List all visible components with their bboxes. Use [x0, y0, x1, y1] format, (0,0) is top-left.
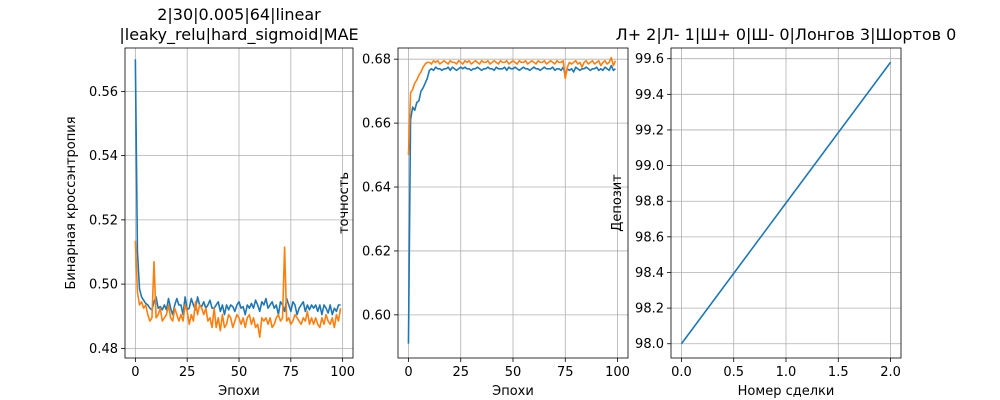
chart-2-xlabel: Эпохи — [492, 384, 534, 399]
chart-1-plot: 0 25 50 75 100 0.48 0.50 0.52 0.54 0.56 Эпохи Бинар… — [64, 47, 355, 399]
chart-1-title-line2: |leaky_relu|hard_sigmoid|MAE — [119, 25, 358, 45]
chart-2-xtick-label: 25 — [452, 365, 469, 380]
chart-1: 2|30|0.005|64|linear |leaky_relu|hard_si… — [64, 5, 359, 399]
chart-2-ytick-label: 0.62 — [362, 244, 391, 259]
chart-3-xtick-label: 0.0 — [671, 365, 692, 380]
chart-2: 0 25 50 75 100 0.60 0.62 0.64 0.66 0.68 Эпохи точно… — [337, 47, 630, 399]
chart-2-xtick-label: 50 — [505, 365, 522, 380]
chart-3-ytick-label: 98.6 — [635, 230, 664, 245]
chart-1-xtick-label: 50 — [231, 365, 248, 380]
chart-3-ytick-label: 99.0 — [635, 159, 664, 174]
chart-3-ytick-label: 98.0 — [635, 337, 664, 352]
chart-3-xtick-label: 0.5 — [723, 365, 744, 380]
chart-1-ytick-label: 0.56 — [89, 85, 118, 100]
chart-1-xtick-label: 75 — [283, 365, 300, 380]
chart-1-xtick-label: 100 — [330, 365, 355, 380]
chart-3-ytick-label: 98.2 — [635, 302, 664, 317]
chart-3-ylabel: Депозит — [610, 174, 625, 232]
chart-1-ytick-label: 0.48 — [89, 342, 118, 357]
chart-1-ytick-label: 0.50 — [89, 278, 118, 293]
chart-3-ytick-label: 99.4 — [635, 88, 664, 103]
chart-1-ytick-label: 0.54 — [89, 149, 118, 164]
chart-3-xtick-label: 1.0 — [776, 365, 797, 380]
chart-2-xtick-label: 75 — [557, 365, 574, 380]
chart-2-ytick-label: 0.66 — [362, 117, 391, 132]
chart-3-title: Л+ 2|Л- 1|Ш+ 0|Ш- 0|Лонгов 3|Шортов 0 — [616, 25, 957, 44]
chart-2-xtick-label: 0 — [404, 365, 412, 380]
chart-1-xtick-label: 0 — [131, 365, 139, 380]
chart-3-ytick-label: 98.8 — [635, 195, 664, 210]
chart-2-ytick-label: 0.60 — [362, 308, 391, 323]
chart-1-xlabel: Эпохи — [218, 384, 260, 399]
chart-2-plot: 0 25 50 75 100 0.60 0.62 0.64 0.66 0.68 Эпохи точно… — [337, 47, 630, 399]
chart-3-xtick-label: 1.5 — [828, 365, 849, 380]
chart-2-series-1-line — [407, 64, 616, 344]
chart-3: Л+ 2|Л- 1|Ш+ 0|Ш- 0|Лонгов 3|Шортов 0 0.… — [610, 25, 956, 399]
chart-1-series-1-line — [134, 59, 341, 316]
chart-3-plot: 0.0 0.5 1.0 1.5 2.0 98.0 98.2 98.4 98.6 98.8 99.0 9… — [610, 47, 902, 399]
chart-2-xtick-label: 100 — [605, 365, 630, 380]
chart-2-series-2-line — [407, 56, 617, 156]
chart-1-title-line1: 2|30|0.005|64|linear — [157, 5, 321, 24]
chart-1-ylabel: Бинарная кроссэнтропия — [64, 116, 79, 289]
chart-3-ytick-label: 98.4 — [635, 266, 664, 281]
chart-3-ytick-label: 99.6 — [635, 52, 664, 67]
chart-1-xtick-label: 25 — [179, 365, 196, 380]
chart-3-series-1-line — [680, 61, 892, 345]
chart-3-xlabel: Номер сделки — [738, 384, 835, 399]
chart-3-xtick-label: 2.0 — [880, 365, 901, 380]
chart-1-series-2-line — [134, 240, 342, 338]
chart-2-ylabel: точность — [337, 172, 352, 234]
chart-1-ytick-label: 0.52 — [89, 213, 118, 228]
chart-2-ytick-label: 0.68 — [362, 53, 391, 68]
chart-3-ytick-label: 99.2 — [635, 123, 664, 138]
chart-2-ytick-label: 0.64 — [362, 181, 391, 196]
